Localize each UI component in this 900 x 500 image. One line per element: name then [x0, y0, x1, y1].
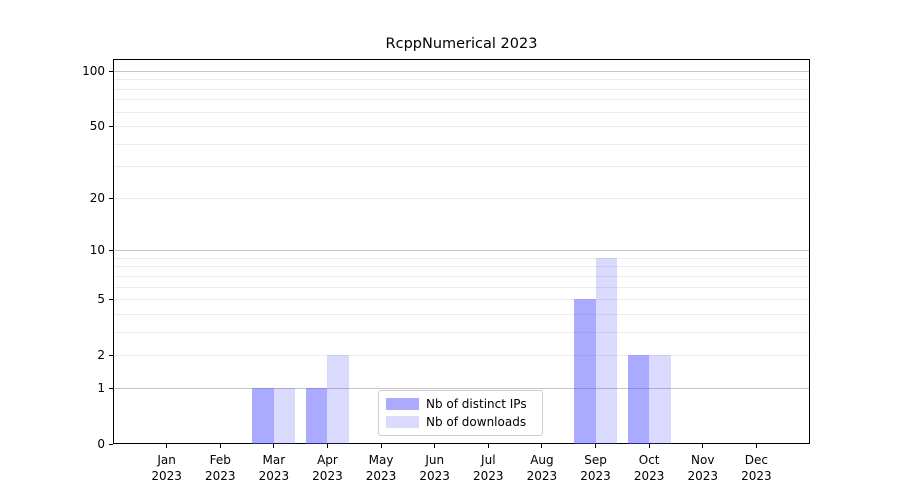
gridline-major-10 [114, 250, 809, 252]
legend-label-downloads: Nb of downloads [426, 415, 527, 429]
x-tick-label-may: May 2023 [365, 453, 397, 483]
bar-nb-of-downloads-oct [649, 355, 671, 444]
y-tick-1 [109, 387, 113, 389]
x-tick-may [380, 444, 382, 448]
y-tick-label-100: 100 [82, 63, 105, 78]
bar-nb-of-distinct-ips-mar [252, 387, 274, 444]
x-tick-apr [326, 444, 328, 448]
y-tick-20 [109, 197, 113, 199]
y-tick-5 [109, 299, 113, 301]
y-tick-label-10: 10 [89, 243, 105, 258]
x-tick-label-feb: Feb 2023 [204, 453, 236, 483]
y-tick-label-2: 2 [97, 348, 105, 363]
bar-nb-of-downloads-sep [595, 257, 618, 444]
y-tick-100 [109, 70, 113, 72]
y-tick-label-20: 20 [89, 190, 105, 205]
x-tick-feb [219, 444, 221, 448]
y-tick-2 [109, 355, 113, 357]
x-tick-aug [541, 444, 543, 448]
gridline-minor-7 [114, 275, 809, 277]
x-tick-label-dec: Dec 2023 [741, 453, 772, 483]
y-tick-0 [109, 444, 113, 445]
gridline-minor-5 [114, 299, 809, 301]
bar-nb-of-distinct-ips-sep [574, 299, 596, 444]
x-tick-mar [273, 444, 275, 448]
gridline-minor-4 [114, 313, 809, 315]
legend: Nb of distinct IPs Nb of downloads [378, 390, 543, 436]
gridline-minor-50 [114, 126, 809, 128]
chart-title: RcppNumerical 2023 [385, 36, 538, 52]
y-tick-label-1: 1 [97, 380, 105, 395]
x-tick-label-oct: Oct 2023 [633, 453, 665, 483]
y-tick-label-0: 0 [97, 437, 105, 451]
x-tick-dec [755, 444, 757, 448]
y-tick-50 [109, 126, 113, 128]
gridline-minor-60 [114, 111, 809, 113]
gridline-minor-3 [114, 331, 809, 333]
y-tick-label-50: 50 [89, 119, 105, 134]
x-tick-label-sep: Sep 2023 [580, 453, 611, 483]
gridline-major-100 [114, 70, 809, 72]
x-tick-label-jul: Jul 2023 [473, 453, 504, 483]
bar-nb-of-distinct-ips-oct [627, 355, 650, 444]
gridline-minor-2 [114, 355, 809, 357]
bar-nb-of-downloads-mar [273, 387, 296, 444]
x-tick-label-jun: Jun 2023 [419, 453, 450, 483]
gridline-minor-9 [114, 257, 809, 259]
gridline-minor-40 [114, 143, 809, 145]
y-tick-10 [109, 250, 113, 252]
x-tick-label-apr: Apr 2023 [312, 453, 343, 483]
x-tick-label-nov: Nov 2023 [687, 453, 719, 483]
gridline-minor-90 [114, 79, 809, 81]
bar-nb-of-downloads-apr [327, 355, 349, 444]
x-tick-label-mar: Mar 2023 [258, 453, 290, 483]
gridline-minor-30 [114, 166, 809, 168]
gridline-major-1 [114, 387, 809, 389]
y-tick-label-5: 5 [97, 292, 105, 307]
gridline-minor-6 [114, 286, 809, 288]
legend-swatch-distinct-ips [386, 398, 419, 410]
gridline-minor-8 [114, 266, 809, 268]
bar-nb-of-distinct-ips-apr [305, 387, 328, 444]
legend-swatch-downloads [386, 416, 419, 428]
legend-label-distinct-ips: Nb of distinct IPs [426, 397, 527, 411]
x-tick-jan [166, 444, 168, 448]
legend-item-distinct-ips: Nb of distinct IPs [386, 397, 534, 411]
gridline-minor-20 [114, 197, 809, 199]
plot-area [113, 59, 810, 444]
gridline-minor-80 [114, 88, 809, 90]
legend-item-downloads: Nb of downloads [386, 415, 534, 429]
x-tick-jun [434, 444, 436, 448]
gridline-minor-70 [114, 99, 809, 101]
x-tick-sep [595, 444, 597, 448]
x-tick-nov [702, 444, 704, 448]
x-tick-jul [487, 444, 489, 448]
x-tick-oct [648, 444, 650, 448]
x-tick-label-jan: Jan 2023 [151, 453, 182, 483]
x-tick-label-aug: Aug 2023 [526, 453, 558, 483]
